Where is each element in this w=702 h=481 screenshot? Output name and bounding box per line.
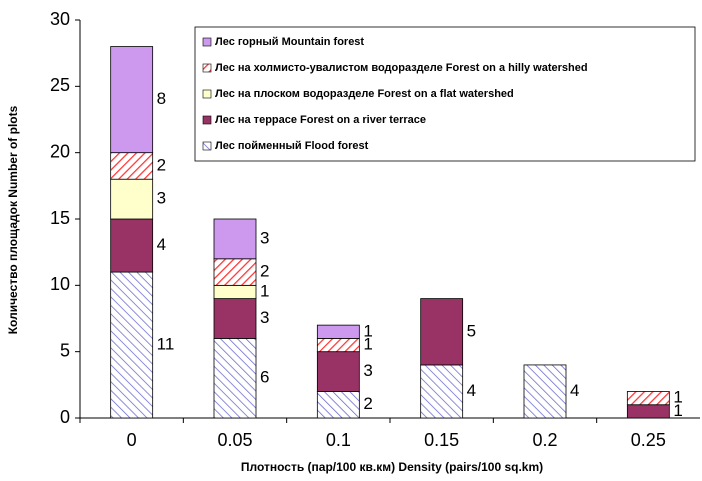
x-tick-label: 0.2	[532, 430, 557, 450]
bar-segment	[110, 218, 154, 273]
data-label: 3	[157, 189, 166, 208]
legend-swatch	[202, 141, 212, 151]
data-label: 11	[157, 335, 175, 354]
bar-segment	[420, 364, 464, 419]
x-axis-label: Плотность (пар/100 кв.км) Density (pairs…	[241, 460, 543, 474]
legend-label: Лес на террасе Forest on a river terrace	[215, 114, 426, 126]
y-axis-label: Количество площадок Number of plots	[6, 105, 20, 334]
y-tick-label: 15	[50, 208, 70, 228]
data-label: 5	[467, 321, 476, 340]
bar-segment	[316, 351, 360, 392]
data-label: 3	[363, 361, 372, 380]
bar-segment	[626, 404, 670, 419]
data-label: 2	[363, 394, 372, 413]
bar-segment	[110, 152, 154, 180]
y-tick-label: 25	[50, 75, 70, 95]
data-label: 1	[260, 281, 269, 300]
x-tick-label: 0.25	[631, 430, 666, 450]
bar-segment	[110, 271, 154, 419]
y-tick-label: 5	[60, 340, 70, 360]
bar-segment	[213, 284, 257, 300]
bar-segment	[213, 218, 257, 260]
legend-swatch	[202, 89, 212, 99]
legend-box	[194, 26, 696, 162]
data-label: 1	[673, 401, 682, 420]
data-label: 1	[363, 335, 372, 354]
data-label: 6	[260, 368, 269, 387]
x-tick-label: 0	[127, 430, 137, 450]
bar-segment	[213, 258, 257, 286]
bar-segment	[213, 298, 257, 339]
bar-segment	[626, 391, 670, 406]
data-label: 8	[157, 89, 166, 108]
legend-swatch	[202, 37, 212, 47]
bar-segment	[213, 337, 257, 419]
data-label: 2	[157, 155, 166, 174]
data-label: 3	[260, 228, 269, 247]
y-tick-label: 20	[50, 141, 70, 161]
data-label: 2	[260, 262, 269, 281]
bar-segment	[523, 364, 567, 419]
legend-swatch	[202, 115, 212, 125]
legend-label: Лес пойменный Flood forest	[215, 140, 369, 152]
y-tick-label: 30	[50, 9, 70, 29]
bar-segment	[316, 324, 360, 339]
x-tick-label: 0.15	[424, 430, 459, 450]
data-label: 4	[570, 381, 579, 400]
legend-label: Лес горный Mountain forest	[215, 36, 364, 48]
data-label: 4	[467, 381, 476, 400]
data-label: 4	[157, 235, 166, 254]
bar-segment	[110, 178, 154, 220]
bar-segment	[316, 391, 360, 419]
legend-label: Лес на холмисто-увалистом водоразделе Fo…	[215, 62, 588, 74]
bar-segment	[316, 337, 360, 353]
data-label: 3	[260, 308, 269, 327]
x-tick-label: 0.05	[217, 430, 252, 450]
legend-label: Лес на плоском водоразделе Forest on a f…	[215, 88, 514, 100]
y-tick-label: 0	[60, 407, 70, 427]
legend-swatch	[202, 63, 212, 73]
y-tick-label: 10	[50, 274, 70, 294]
data-label: 1	[673, 388, 682, 407]
x-tick-label: 0.1	[326, 430, 351, 450]
bar-segment	[110, 46, 154, 154]
data-label: 1	[363, 321, 372, 340]
bar-segment	[420, 298, 464, 366]
